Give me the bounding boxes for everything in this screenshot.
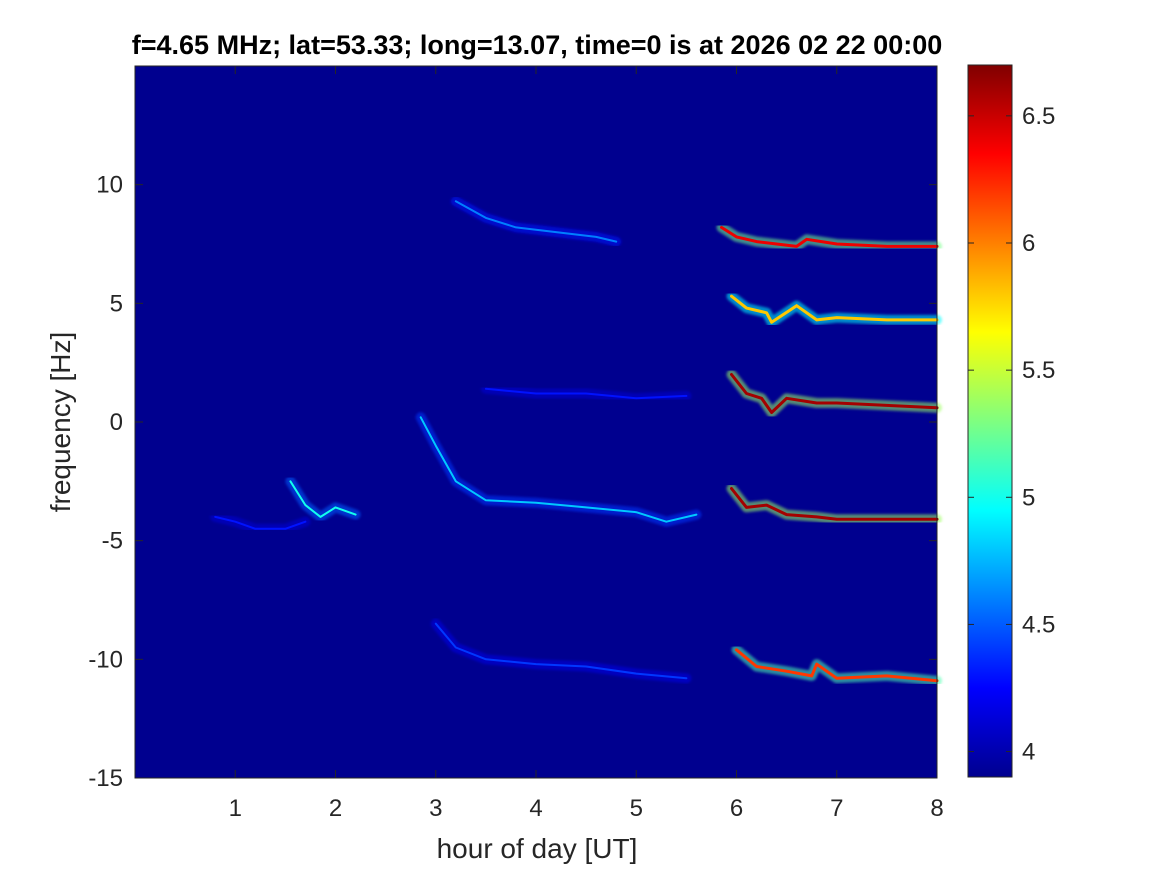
x-axis-label: hour of day [UT] [437, 833, 638, 864]
colorbar [967, 64, 1013, 778]
colorbar-tick-label: 6.5 [1022, 103, 1055, 130]
y-tick-label: 10 [96, 172, 123, 199]
y-tick-label: 0 [110, 409, 123, 436]
y-axis-label: frequency [Hz] [45, 332, 76, 513]
y-tick-label: 5 [110, 290, 123, 317]
trace-8 [289, 480, 357, 518]
trace-1 [720, 225, 939, 248]
x-tick-label: 7 [830, 795, 843, 822]
x-tick-label: 8 [930, 795, 943, 822]
spectrogram-traces [210, 196, 942, 686]
trace-10 [484, 387, 688, 400]
colorbar-tick-label: 6 [1022, 230, 1035, 257]
trace-5 [735, 648, 939, 683]
trace-9 [434, 622, 688, 680]
y-tick-label: -10 [88, 646, 123, 673]
x-axis-ticks: 1 2 3 4 5 6 7 8 [229, 66, 944, 822]
x-tick-label: 5 [630, 795, 643, 822]
colorbar-tick-label: 4 [1022, 739, 1035, 766]
x-tick-label: 6 [730, 795, 743, 822]
trace-7 [419, 416, 698, 523]
trace-3 [730, 373, 939, 414]
trace-4 [730, 487, 939, 521]
trace-2 [730, 294, 939, 324]
colorbar-tick-label: 4.5 [1022, 611, 1055, 638]
chart-title: f=4.65 MHz; lat=53.33; long=13.07, time=… [132, 30, 942, 60]
y-tick-label: -5 [102, 528, 123, 555]
colorbar-tick-label: 5.5 [1022, 357, 1055, 384]
trace-6 [454, 200, 618, 243]
y-tick-label: -15 [88, 765, 123, 792]
y-axis-ticks: -15 -10 -5 0 5 10 [88, 172, 937, 792]
x-tick-label: 1 [229, 795, 242, 822]
colorbar-tick-label: 5 [1022, 484, 1035, 511]
x-tick-label: 2 [329, 795, 342, 822]
x-tick-label: 4 [529, 795, 542, 822]
trace-11 [214, 515, 307, 530]
colorbar-ticks: 4 4.5 5 5.5 6 6.5 [968, 103, 1055, 766]
x-tick-label: 3 [429, 795, 442, 822]
